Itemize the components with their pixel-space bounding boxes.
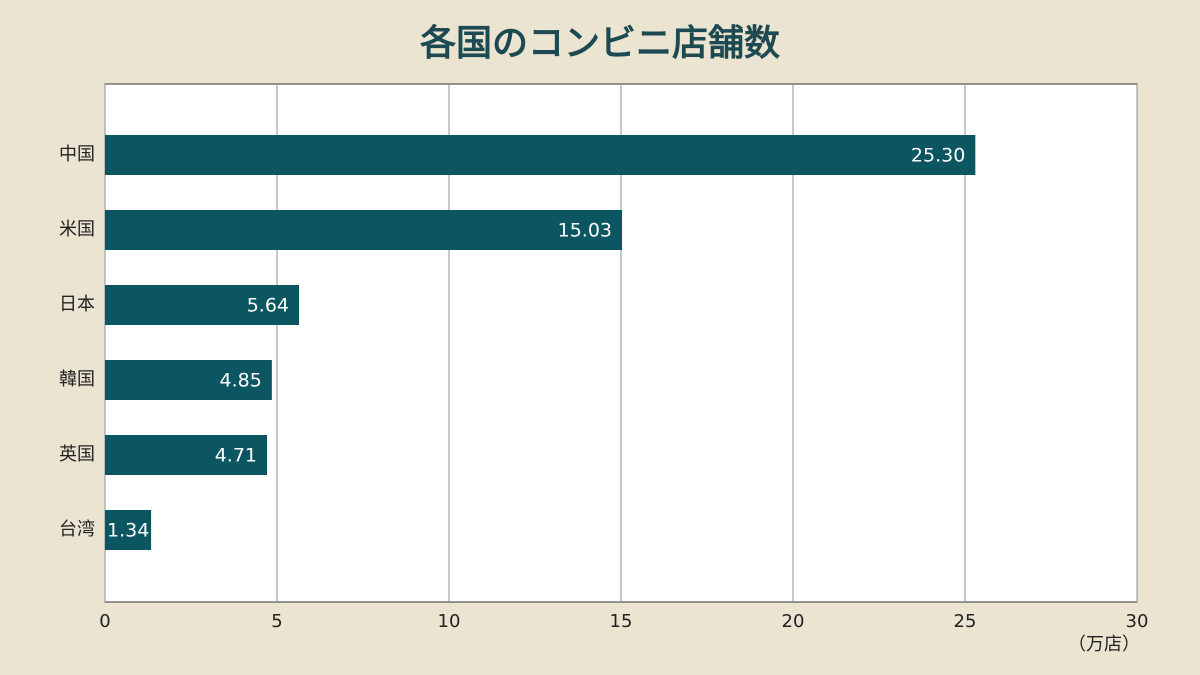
y-tick-label: 台湾 [59,519,95,540]
bar [105,285,300,325]
y-tick-label: 英国 [59,444,95,465]
chart-title: 各国のコンビニ店舗数 [420,23,780,64]
x-tick-label: 30 [1126,611,1149,632]
y-tick-label: 韓国 [59,369,95,390]
x-tick-label: 5 [271,611,282,632]
x-tick-label: 20 [782,611,805,632]
bar [105,435,268,475]
bar [105,210,623,250]
value-label: 4.71 [215,445,257,467]
y-tick-label: 米国 [59,219,95,240]
y-tick-label: 中国 [59,144,95,165]
bar [105,135,976,175]
value-label: 4.85 [220,370,262,392]
value-label: 25.30 [911,145,965,167]
x-tick-label: 15 [610,611,633,632]
x-tick-label: 25 [954,611,977,632]
x-tick-label: 0 [99,611,110,632]
bar [105,510,152,550]
y-tick-label: 日本 [59,294,95,315]
x-tick-label: 10 [438,611,461,632]
value-label: 5.64 [247,295,289,317]
value-label: 1.34 [107,520,149,542]
bar [105,360,272,400]
value-label: 15.03 [558,220,612,242]
x-unit-label: （万店） [1068,634,1140,655]
